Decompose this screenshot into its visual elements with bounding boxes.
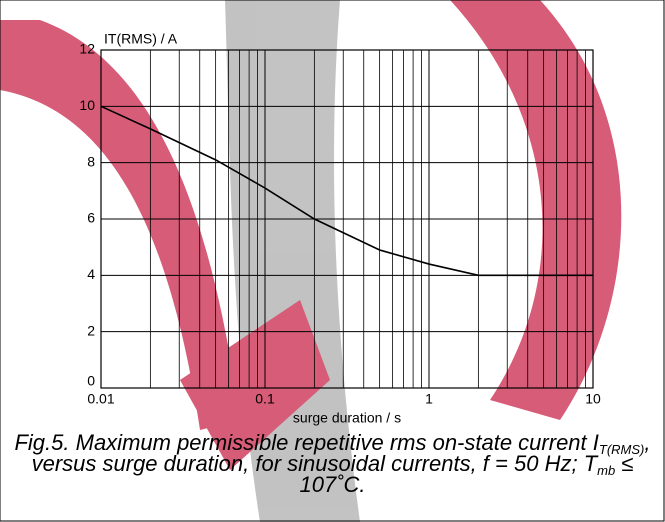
x-tick-label: 10 bbox=[585, 391, 601, 407]
data-line bbox=[100, 105, 593, 277]
y-tick-label: 6 bbox=[87, 210, 95, 226]
caption: Fig.5. Maximum permissible repetitive rm… bbox=[10, 430, 655, 497]
caption-text: ≤ 107˚C. bbox=[299, 451, 634, 497]
y-axis-label: IT(RMS) / A bbox=[104, 31, 178, 47]
x-axis-label: surge duration / s bbox=[293, 410, 401, 426]
watermark-red bbox=[450, 0, 622, 420]
caption-text: , versus surge duration, for sinusoidal … bbox=[31, 430, 651, 476]
caption-subscript: mb bbox=[597, 463, 616, 478]
y-tick-label: 4 bbox=[87, 266, 95, 282]
y-tick-label: 10 bbox=[79, 97, 95, 113]
y-tick-label: 0 bbox=[87, 373, 95, 389]
y-tick-label: 8 bbox=[87, 153, 95, 169]
caption-text: Fig.5. Maximum permissible repetitive rm… bbox=[14, 430, 599, 455]
x-tick-label: 1 bbox=[425, 391, 433, 407]
x-tick-label: 0.01 bbox=[87, 391, 114, 407]
y-tick-label: 2 bbox=[87, 322, 95, 338]
watermark bbox=[0, 0, 622, 522]
y-tick-label: 12 bbox=[79, 41, 95, 57]
x-tick-label: 0.1 bbox=[255, 391, 275, 407]
watermark-red bbox=[180, 300, 330, 470]
